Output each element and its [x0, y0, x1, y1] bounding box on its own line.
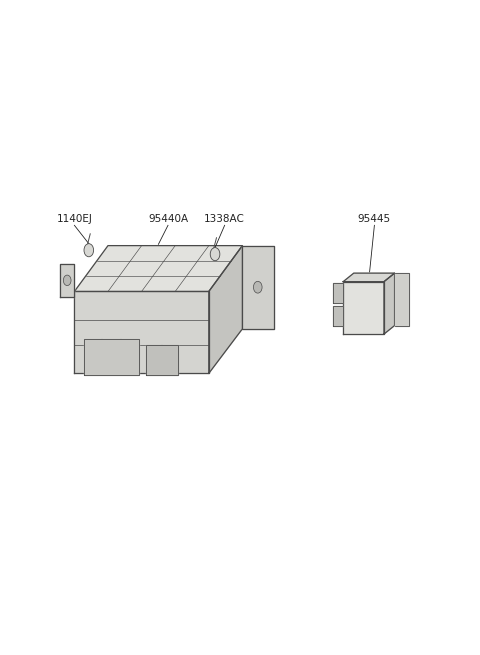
Text: 95445: 95445 — [358, 214, 391, 224]
Polygon shape — [74, 246, 242, 291]
Polygon shape — [242, 246, 274, 329]
Polygon shape — [333, 307, 343, 326]
Polygon shape — [209, 246, 242, 373]
Polygon shape — [333, 283, 343, 303]
Circle shape — [84, 244, 94, 257]
Polygon shape — [74, 291, 209, 373]
Circle shape — [210, 248, 220, 261]
Text: 95440A: 95440A — [148, 214, 188, 224]
Polygon shape — [84, 339, 139, 375]
Polygon shape — [343, 282, 384, 334]
Text: 1338AC: 1338AC — [204, 214, 245, 224]
Polygon shape — [146, 345, 178, 375]
Circle shape — [63, 275, 71, 286]
Polygon shape — [395, 273, 409, 326]
Polygon shape — [343, 273, 395, 282]
Text: 1140EJ: 1140EJ — [57, 214, 92, 224]
Polygon shape — [384, 273, 395, 334]
Circle shape — [253, 282, 262, 293]
Polygon shape — [60, 264, 74, 297]
